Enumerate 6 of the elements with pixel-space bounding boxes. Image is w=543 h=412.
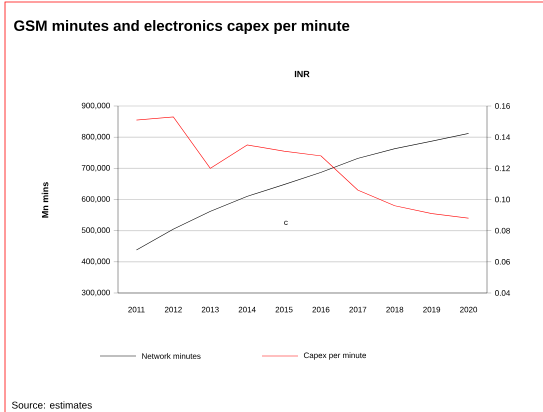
line-series (136, 116, 469, 218)
y-axis-title: Mn mins (42, 182, 48, 218)
source-note: Source: estimates (12, 401, 92, 409)
chart-title: GSM minutes and electronics capex per minute (14, 20, 350, 34)
line-series (136, 133, 469, 250)
chart-subtitle: INR (294, 70, 310, 78)
